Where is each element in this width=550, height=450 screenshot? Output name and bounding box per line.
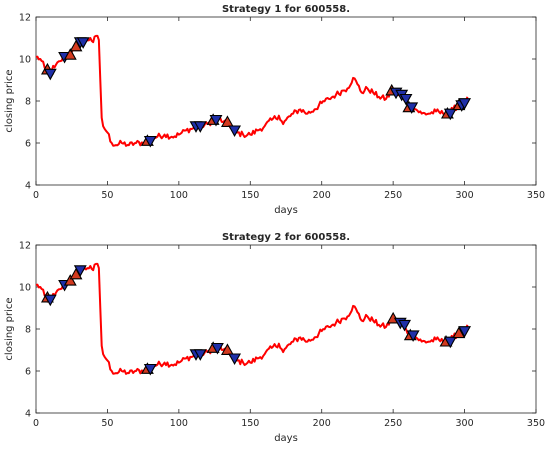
sell-marker	[73, 265, 87, 277]
x-tick-label: 300	[456, 190, 474, 201]
x-tick-label: 50	[101, 418, 113, 429]
y-tick-label: 8	[25, 325, 31, 336]
sell-marker	[406, 330, 420, 342]
y-tick-label: 6	[25, 367, 31, 378]
chart-title: Strategy 2 for 600558.	[222, 232, 350, 243]
sell-marker	[193, 121, 207, 133]
buy-marker	[63, 274, 77, 286]
sell-marker	[398, 319, 412, 332]
buy-marker	[220, 343, 234, 355]
x-tick-label: 350	[527, 190, 545, 201]
x-tick-label: 150	[241, 190, 259, 201]
x-tick-label: 200	[313, 418, 331, 429]
x-tick-label: 250	[384, 418, 402, 429]
x-axis-label: days	[274, 205, 298, 216]
axes-box	[35, 16, 537, 186]
y-tick-label: 10	[19, 55, 31, 66]
sell-marker	[399, 93, 413, 106]
sell-marker	[458, 326, 472, 338]
sell-marker	[209, 114, 223, 127]
chart-title: Strategy 1 for 600558.	[222, 4, 350, 15]
sell-marker	[143, 135, 157, 148]
y-tick-label: 8	[25, 97, 31, 108]
buy-marker	[452, 326, 466, 339]
x-tick-label: 150	[241, 418, 259, 429]
sell-marker	[443, 108, 457, 121]
y-tick-label: 6	[25, 139, 31, 150]
sell-marker	[458, 98, 472, 110]
x-tick-label: 50	[101, 190, 113, 201]
y-tick-label: 4	[25, 409, 31, 420]
y-tick-label: 12	[19, 13, 31, 24]
sell-marker	[210, 342, 224, 355]
y-tick-label: 4	[25, 181, 31, 192]
x-tick-label: 200	[313, 190, 331, 201]
sell-marker	[443, 336, 457, 349]
x-tick-label: 350	[527, 418, 545, 429]
y-tick-label: 10	[19, 283, 31, 294]
sell-marker	[76, 37, 90, 49]
sell-marker	[43, 294, 57, 307]
chart-panel-strategy-1: Strategy 1 for 600558. 0 50 100 150 200 250 300…	[4, 4, 545, 216]
x-tick-label: 0	[33, 190, 39, 201]
sell-marker	[228, 125, 242, 138]
buy-marker	[63, 48, 77, 60]
buy-marker	[220, 115, 234, 127]
sell-marker	[228, 353, 242, 366]
x-tick-label: 250	[384, 190, 402, 201]
x-tick-label: 100	[170, 418, 188, 429]
axes-box	[35, 244, 537, 414]
sell-marker	[193, 349, 207, 361]
y-axis-label: closing price	[4, 297, 15, 360]
x-tick-label: 0	[33, 418, 39, 429]
chart-panel-strategy-2: Strategy 2 for 600558. 0 50 100 150 200 250 300…	[4, 232, 545, 444]
x-tick-label: 100	[170, 190, 188, 201]
sell-marker	[43, 68, 57, 81]
x-tick-label: 300	[456, 418, 474, 429]
x-axis-label: days	[274, 433, 298, 444]
sell-marker	[405, 102, 419, 114]
sell-marker	[143, 363, 157, 376]
y-axis-label: closing price	[4, 69, 15, 132]
y-tick-label: 12	[19, 241, 31, 252]
